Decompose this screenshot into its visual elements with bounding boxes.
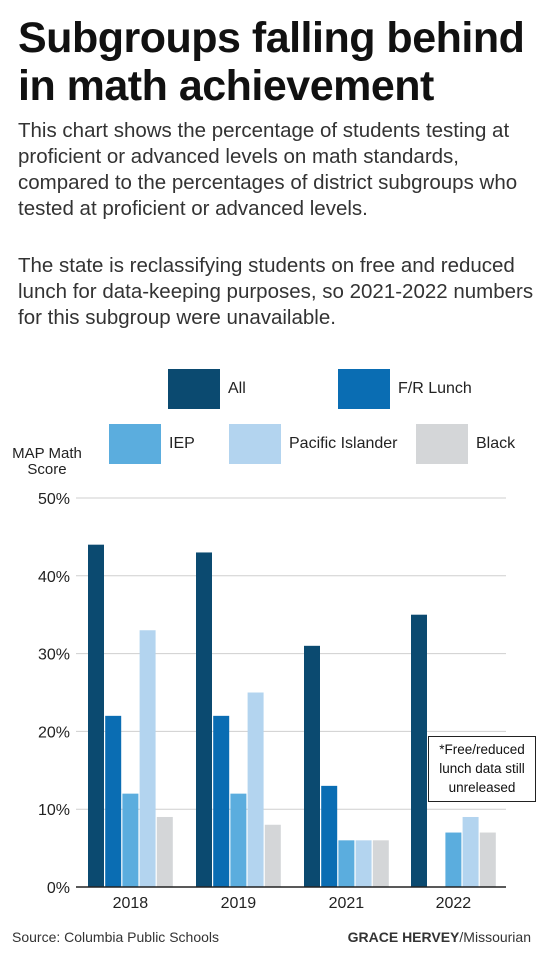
legend-label-iep: IEP [169, 435, 195, 452]
y-axis-title-line-2: Score [27, 461, 66, 478]
source-line: Source: Columbia Public Schools [12, 929, 219, 945]
source-label: Source: [12, 929, 61, 945]
note-box: *Free/reduced lunch data still unrelease… [428, 736, 536, 802]
description-paragraph: This chart shows the percentage of stude… [18, 119, 518, 220]
x-tick-label: 2018 [113, 895, 149, 912]
bar [372, 840, 389, 887]
bar [264, 824, 281, 887]
x-tick-label: 2021 [329, 895, 365, 912]
y-tick-label: 30% [38, 647, 70, 664]
bar [196, 552, 212, 887]
credit-name: GRACE HERVEY [347, 929, 460, 945]
bar [122, 793, 139, 887]
credit-line: GRACE HERVEY/Missourian [348, 929, 531, 945]
credit-org: /Missourian [459, 929, 531, 945]
legend-label-pacific-islander: Pacific Islander [289, 435, 398, 452]
note-paragraph: The state is reclassifying students on f… [18, 254, 534, 329]
y-tick-label: 20% [38, 724, 70, 741]
bar [105, 715, 122, 887]
bar [230, 793, 247, 887]
bar [411, 614, 427, 887]
legend-label-black: Black [476, 435, 516, 452]
bar [139, 630, 156, 887]
legend-label-fr-lunch: F/R Lunch [398, 380, 472, 397]
y-tick-label: 40% [38, 569, 70, 586]
chart-title: Subgroups falling behind in math achieve… [18, 14, 525, 110]
bar [462, 816, 479, 887]
bar [445, 832, 462, 887]
y-tick-label: 0% [47, 880, 70, 897]
legend-swatch-black [416, 424, 468, 464]
source-value: Columbia Public Schools [64, 929, 219, 945]
bar [156, 816, 173, 887]
legend-label-all: All [228, 380, 246, 397]
bar [304, 645, 320, 887]
legend-swatch-iep [109, 424, 161, 464]
bar [338, 840, 355, 887]
bar [213, 715, 230, 887]
bar [88, 544, 104, 887]
legend-swatch-pacific-islander [229, 424, 281, 464]
y-axis-title: MAP Math [12, 445, 82, 462]
x-tick-label: 2019 [221, 895, 257, 912]
bar [355, 840, 372, 887]
bar [479, 832, 496, 887]
x-tick-label: 2022 [436, 895, 472, 912]
legend-swatch-all [168, 369, 220, 409]
bar [321, 785, 338, 887]
legend-swatch-fr-lunch [338, 369, 390, 409]
y-tick-label: 10% [38, 802, 70, 819]
y-tick-label: 50% [38, 491, 70, 508]
bar [247, 692, 264, 887]
